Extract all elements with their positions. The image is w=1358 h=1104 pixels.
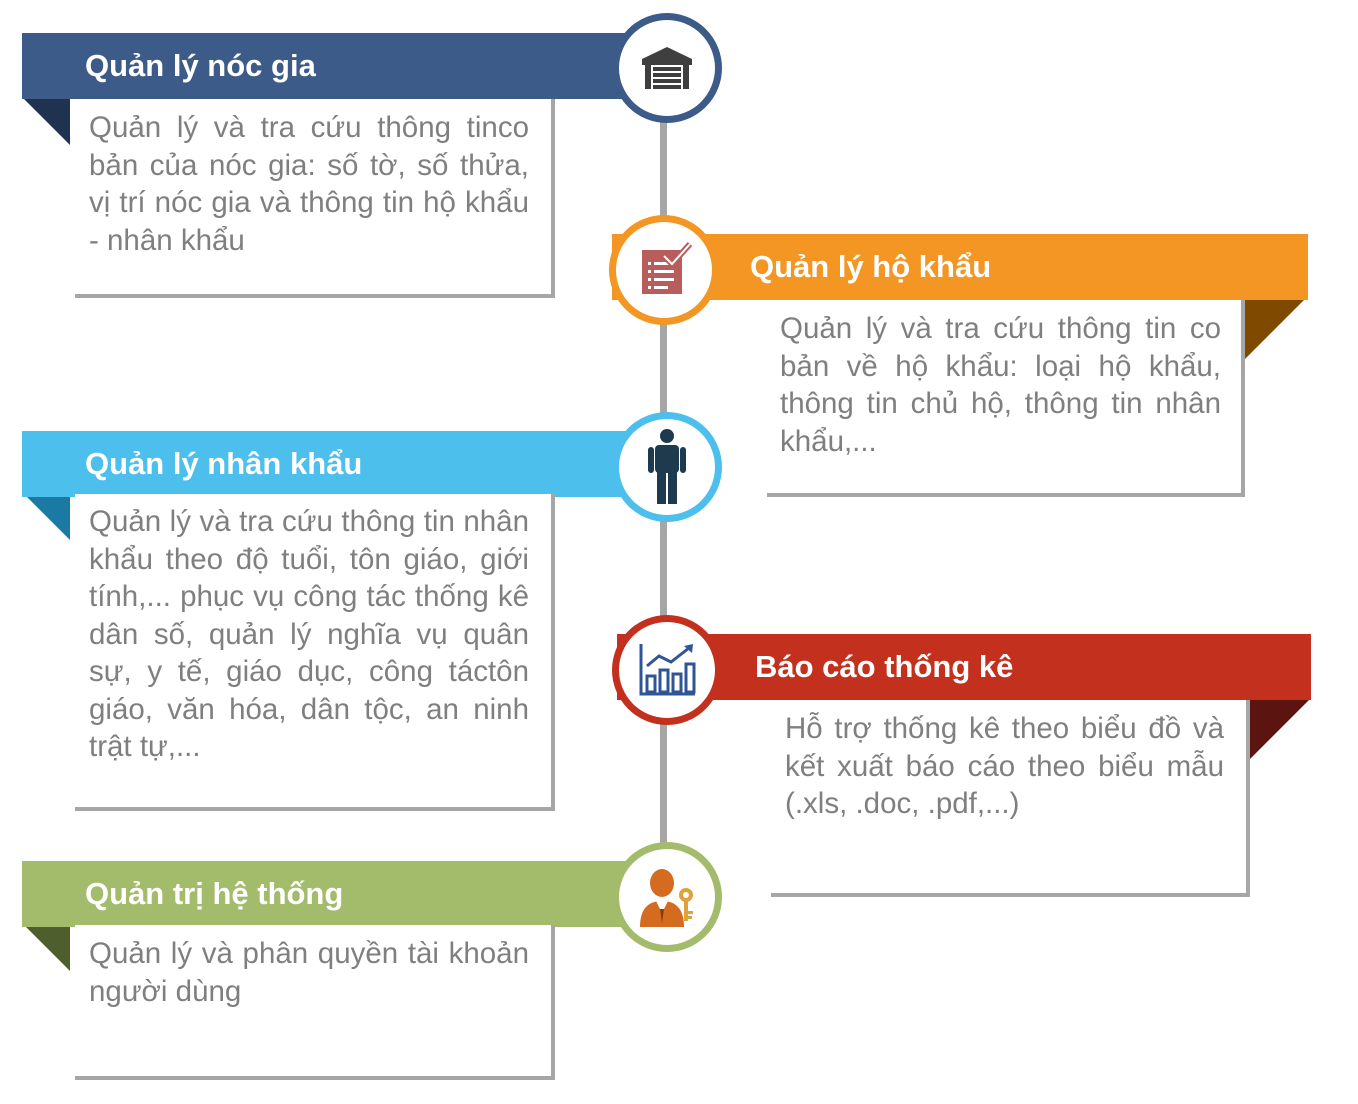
description-text: Quản lý và tra cứu thông tin co bản về h… [780, 312, 1221, 458]
banner-quan-tri: Quản trị hệ thống [22, 861, 662, 927]
banner-title: Quản lý nhân khẩu [85, 446, 363, 481]
person-icon [648, 429, 686, 504]
banner-fold-bao-cao [1247, 700, 1309, 762]
description-text: Quản lý và phân quyền tài khoản người dù… [89, 937, 529, 1008]
circle-bao-cao [612, 615, 722, 725]
banner-title: Quản lý nóc gia [85, 48, 316, 83]
description-box-ho-khau: Quản lý và tra cứu thông tin co bản về h… [767, 300, 1245, 497]
banner-fold-nhan-khau [24, 494, 70, 540]
garage-icon [642, 47, 692, 89]
banner-fold-quan-tri [24, 925, 70, 971]
banner-title: Báo cáo thống kê [755, 649, 1014, 684]
banner-fold-ho-khau [1242, 300, 1304, 362]
description-text: Quản lý và tra cứu thông tin nhân khẩu t… [89, 505, 529, 763]
circle-quan-tri [612, 842, 722, 952]
circle-nhan-khau [612, 412, 722, 522]
banner-noc-gia: Quản lý nóc gia [22, 33, 662, 99]
circle-ho-khau [609, 215, 719, 325]
checklist-icon [642, 241, 693, 294]
description-text: Quản lý và tra cứu thông tinco bản của n… [89, 111, 529, 257]
description-text: Hỗ trợ thống kê theo biểu đồ và kết xuất… [785, 712, 1224, 820]
description-box-quan-tri: Quản lý và phân quyền tài khoản người dù… [75, 925, 555, 1080]
banner-ho-khau: Quản lý hộ khẩu [612, 234, 1308, 300]
description-box-nhan-khau: Quản lý và tra cứu thông tin nhân khẩu t… [75, 494, 555, 811]
bar-chart-icon [639, 644, 696, 696]
description-box-noc-gia: Quản lý và tra cứu thông tinco bản của n… [75, 99, 555, 298]
admin-key-icon [640, 869, 693, 927]
banner-nhan-khau: Quản lý nhân khẩu [22, 431, 662, 497]
description-box-bao-cao: Hỗ trợ thống kê theo biểu đồ và kết xuất… [771, 700, 1250, 897]
banner-title: Quản trị hệ thống [85, 876, 344, 911]
circle-noc-gia [612, 13, 722, 123]
banner-fold-noc-gia [24, 99, 70, 145]
banner-title: Quản lý hộ khẩu [750, 249, 992, 284]
banner-bao-cao: Báo cáo thống kê [617, 634, 1311, 700]
